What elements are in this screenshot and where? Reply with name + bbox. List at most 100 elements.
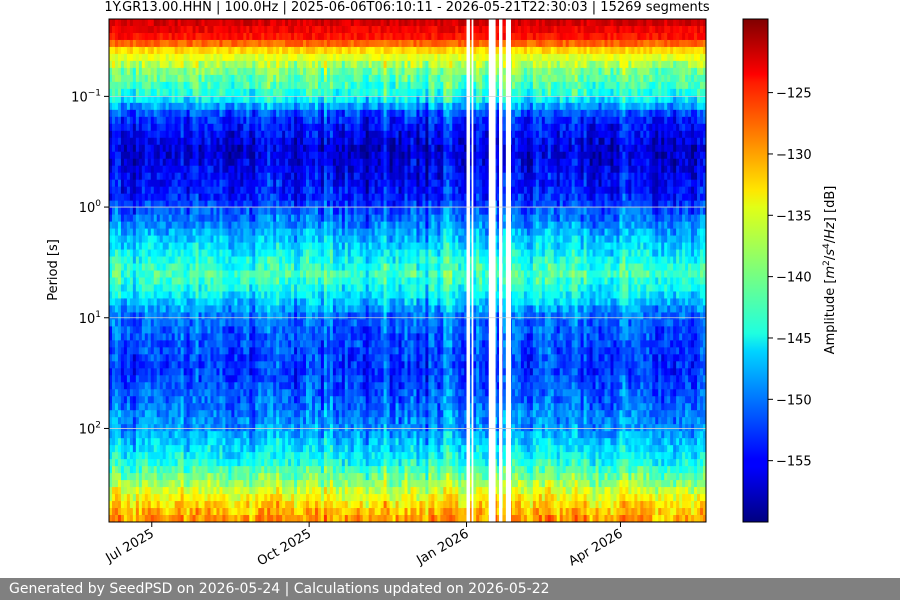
heatmap-cell [207,508,211,516]
heatmap-cell [132,284,137,292]
heatmap-cell [314,88,319,97]
heatmap-cell [279,39,283,48]
heatmap-cell [270,221,274,229]
heatmap-cell [222,284,226,292]
heatmap-cell [174,116,179,125]
heatmap-cell [288,32,292,41]
heatmap-cell [138,221,143,229]
heatmap-cell [177,123,182,132]
heatmap-cell [276,396,280,404]
heatmap-cell [201,207,205,216]
heatmap-cell [258,417,262,425]
heatmap-cell [210,438,214,446]
heatmap-cell [249,46,253,55]
heatmap-cell [246,445,250,453]
heatmap-cell [192,137,196,146]
heatmap-cell [282,487,286,495]
heatmap-cell [243,74,247,83]
heatmap-cell [249,53,253,62]
heatmap-cell [237,151,241,160]
heatmap-cell [210,319,214,327]
heatmap-cell [234,172,238,181]
heatmap-cell [294,137,298,146]
heatmap-cell [216,431,220,439]
heatmap-cell [198,102,202,111]
heatmap-cell [117,95,122,104]
heatmap-cell [198,25,202,34]
heatmap-cell [144,319,149,327]
heatmap-cell [195,193,199,202]
heatmap-cell [120,410,125,418]
heatmap-cell [198,67,202,76]
heatmap-cell [306,151,310,160]
heatmap-cell [276,452,280,460]
heatmap-cell [109,368,113,376]
heatmap-cell [144,284,149,292]
heatmap-cell [189,214,193,222]
heatmap-cell [114,256,119,264]
heatmap-cell [177,445,182,453]
heatmap-cell [156,165,161,174]
heatmap-cell [297,487,301,495]
heatmap-cell [288,172,292,181]
heatmap-cell [109,270,113,278]
heatmap-cell [144,256,149,264]
heatmap-cell [186,102,190,111]
heatmap-cell [177,382,182,390]
heatmap-cell [120,375,125,383]
heatmap-cell [192,249,196,257]
heatmap-cell [129,501,134,509]
heatmap-cell [243,214,247,222]
heatmap-cell [309,60,313,69]
heatmap-cell [138,270,143,278]
heatmap-cell [123,25,128,34]
heatmap-cell [177,130,182,139]
heatmap-cell [258,165,262,174]
heatmap-cell [117,242,122,250]
heatmap-cell [249,88,253,97]
heatmap-cell [183,88,188,97]
heatmap-cell [150,102,155,111]
heatmap-cell [261,452,265,460]
heatmap-cell [165,333,170,341]
heatmap-cell [135,375,140,383]
heatmap-cell [123,116,128,125]
heatmap-cell [264,214,268,222]
heatmap-cell [210,151,214,160]
heatmap-cell [111,501,116,509]
heatmap-cell [165,389,170,397]
heatmap-cell [255,494,259,502]
heatmap-cell [288,228,292,236]
heatmap-cell [201,326,205,334]
heatmap-cell [291,235,295,243]
heatmap-cell [204,81,208,90]
heatmap-cell [285,291,289,299]
heatmap-cell [168,487,173,495]
heatmap-cell [126,88,131,97]
heatmap-cell [153,81,158,90]
heatmap-cell [159,298,164,306]
heatmap-cell [138,88,143,97]
heatmap-cell [282,151,286,160]
heatmap-cell [219,487,223,495]
heatmap-cell [153,102,158,111]
heatmap-cell [129,179,134,188]
heatmap-cell [219,235,223,243]
heatmap-cell [243,382,247,390]
heatmap-cell [204,396,208,404]
heatmap-cell [204,312,208,320]
heatmap-cell [273,95,277,104]
heatmap-cell [240,340,244,348]
heatmap-cell [168,389,173,397]
heatmap-cell [276,179,280,188]
heatmap-cell [264,151,268,160]
heatmap-cell [311,298,316,306]
heatmap-cell [234,25,238,34]
heatmap-cell [195,396,199,404]
heatmap-cell [141,165,146,174]
heatmap-cell [210,88,214,97]
heatmap-cell [270,53,274,62]
heatmap-cell [314,137,319,146]
heatmap-cell [195,32,199,41]
heatmap-cell [300,501,304,509]
